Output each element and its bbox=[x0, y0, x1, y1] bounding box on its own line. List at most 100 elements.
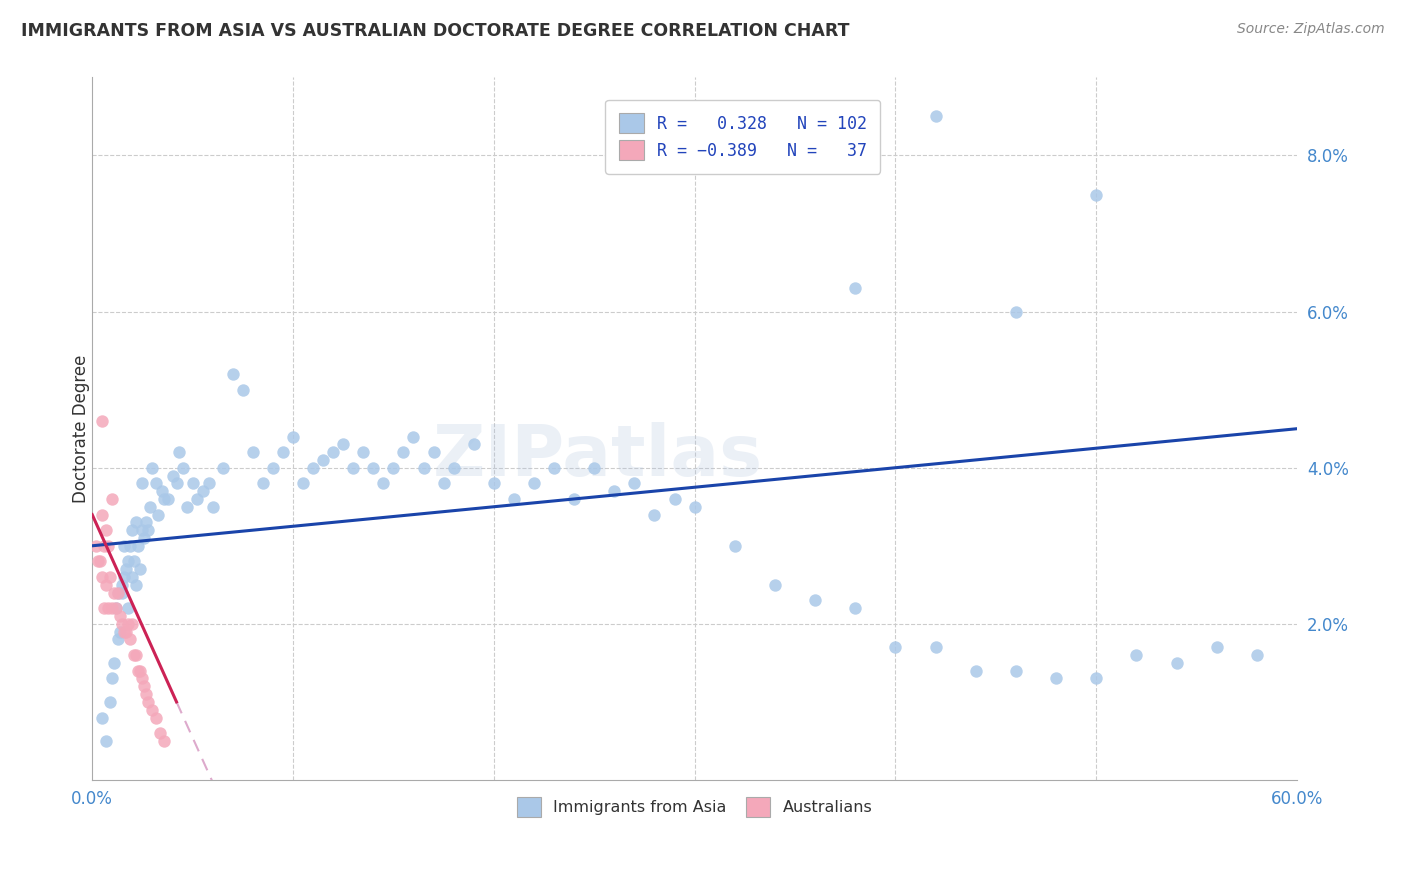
Point bbox=[97, 539, 120, 553]
Point bbox=[1166, 656, 1188, 670]
Point bbox=[110, 609, 132, 624]
Point bbox=[186, 491, 208, 506]
Point bbox=[117, 554, 139, 568]
Point bbox=[111, 585, 134, 599]
Point bbox=[1205, 640, 1227, 655]
Point bbox=[145, 710, 167, 724]
Point bbox=[129, 664, 152, 678]
Point bbox=[115, 624, 138, 639]
Point bbox=[172, 460, 194, 475]
Point bbox=[603, 484, 626, 499]
Point bbox=[1085, 672, 1108, 686]
Y-axis label: Doctorate Degree: Doctorate Degree bbox=[72, 354, 90, 503]
Point bbox=[98, 570, 121, 584]
Point bbox=[148, 508, 170, 522]
Point bbox=[382, 460, 405, 475]
Point bbox=[197, 476, 219, 491]
Point bbox=[523, 476, 546, 491]
Point bbox=[112, 570, 135, 584]
Point bbox=[312, 453, 335, 467]
Point bbox=[134, 531, 156, 545]
Point bbox=[804, 593, 827, 607]
Point bbox=[373, 476, 395, 491]
Point bbox=[166, 476, 188, 491]
Point bbox=[201, 500, 224, 514]
Point bbox=[127, 664, 149, 678]
Point bbox=[105, 601, 128, 615]
Text: Source: ZipAtlas.com: Source: ZipAtlas.com bbox=[1237, 22, 1385, 37]
Point bbox=[91, 570, 114, 584]
Point bbox=[433, 476, 456, 491]
Point bbox=[503, 491, 526, 506]
Point bbox=[153, 491, 176, 506]
Point bbox=[97, 601, 120, 615]
Point bbox=[763, 578, 786, 592]
Point bbox=[222, 367, 245, 381]
Point bbox=[844, 601, 866, 615]
Point bbox=[103, 585, 125, 599]
Legend: Immigrants from Asia, Australians: Immigrants from Asia, Australians bbox=[509, 789, 880, 825]
Point bbox=[117, 616, 139, 631]
Point bbox=[211, 460, 233, 475]
Point bbox=[112, 539, 135, 553]
Point bbox=[583, 460, 606, 475]
Point bbox=[96, 578, 118, 592]
Point bbox=[121, 523, 143, 537]
Point bbox=[127, 539, 149, 553]
Point bbox=[623, 476, 645, 491]
Point bbox=[121, 570, 143, 584]
Text: IMMIGRANTS FROM ASIA VS AUSTRALIAN DOCTORATE DEGREE CORRELATION CHART: IMMIGRANTS FROM ASIA VS AUSTRALIAN DOCTO… bbox=[21, 22, 849, 40]
Point bbox=[120, 539, 142, 553]
Point bbox=[252, 476, 274, 491]
Point bbox=[145, 476, 167, 491]
Point bbox=[302, 460, 325, 475]
Point bbox=[138, 695, 160, 709]
Point bbox=[153, 734, 176, 748]
Point bbox=[443, 460, 465, 475]
Point bbox=[242, 445, 264, 459]
Point bbox=[125, 516, 148, 530]
Point bbox=[93, 539, 115, 553]
Point bbox=[91, 414, 114, 428]
Point bbox=[844, 281, 866, 295]
Point bbox=[98, 695, 121, 709]
Point bbox=[131, 672, 153, 686]
Point bbox=[1045, 672, 1067, 686]
Point bbox=[91, 710, 114, 724]
Point bbox=[162, 468, 184, 483]
Point bbox=[281, 429, 304, 443]
Point bbox=[149, 726, 172, 740]
Point bbox=[191, 484, 214, 499]
Point bbox=[322, 445, 344, 459]
Point bbox=[1005, 664, 1028, 678]
Point bbox=[402, 429, 425, 443]
Point bbox=[101, 601, 124, 615]
Point bbox=[138, 523, 160, 537]
Point bbox=[89, 554, 111, 568]
Point bbox=[107, 585, 129, 599]
Point bbox=[135, 516, 157, 530]
Point bbox=[271, 445, 294, 459]
Point bbox=[111, 616, 134, 631]
Point bbox=[884, 640, 907, 655]
Point bbox=[107, 632, 129, 647]
Point bbox=[141, 703, 163, 717]
Point bbox=[87, 554, 110, 568]
Point bbox=[683, 500, 706, 514]
Point bbox=[105, 601, 128, 615]
Point bbox=[412, 460, 434, 475]
Point bbox=[107, 585, 129, 599]
Point bbox=[96, 734, 118, 748]
Point bbox=[117, 601, 139, 615]
Point bbox=[965, 664, 987, 678]
Point bbox=[112, 624, 135, 639]
Point bbox=[111, 578, 134, 592]
Point bbox=[96, 523, 118, 537]
Point bbox=[103, 656, 125, 670]
Point bbox=[101, 672, 124, 686]
Point bbox=[131, 523, 153, 537]
Point bbox=[392, 445, 415, 459]
Point bbox=[157, 491, 180, 506]
Point bbox=[141, 460, 163, 475]
Point bbox=[562, 491, 585, 506]
